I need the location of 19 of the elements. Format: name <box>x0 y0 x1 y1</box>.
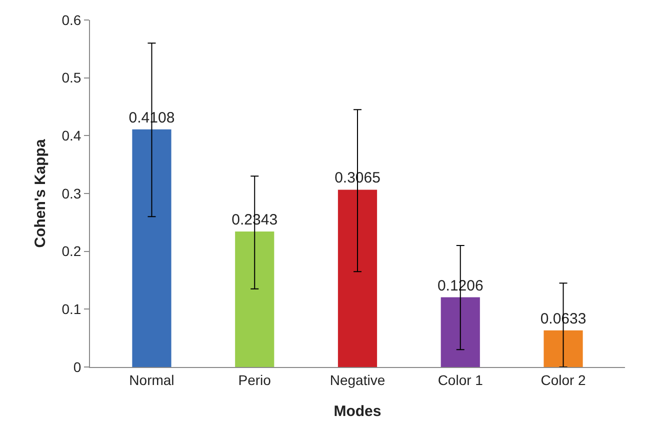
y-tick-label: 0 <box>73 358 82 375</box>
bar <box>440 297 480 367</box>
bar <box>235 232 274 367</box>
x-tick-label: Perio <box>238 372 272 388</box>
y-tick-label: 0.1 <box>62 301 82 318</box>
x-axis-title: Modes <box>334 402 382 420</box>
x-tick-label: Negative <box>330 372 386 388</box>
x-tick-label: Color 1 <box>438 372 484 388</box>
bar <box>544 330 583 367</box>
y-tick-label: 0.5 <box>62 70 82 86</box>
y-tick-label: 0.6 <box>62 12 82 28</box>
bar <box>338 190 378 367</box>
y-axis-title: Cohen's Kappa <box>32 138 49 248</box>
x-tick-label: Normal <box>129 372 174 388</box>
y-tick-label: 0.2 <box>62 243 82 260</box>
y-tick-label: 0.4 <box>62 128 82 144</box>
y-tick-label: 0.3 <box>62 185 82 202</box>
x-tick-label: Color 2 <box>540 372 586 388</box>
bar <box>132 129 172 367</box>
